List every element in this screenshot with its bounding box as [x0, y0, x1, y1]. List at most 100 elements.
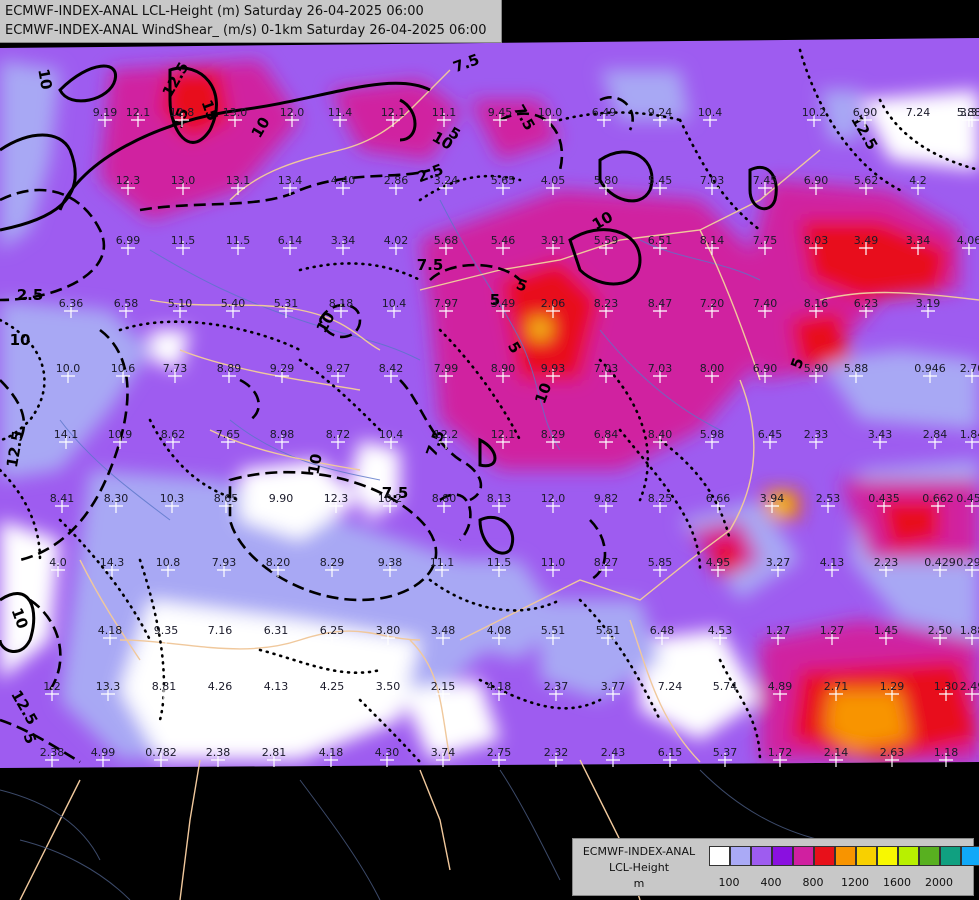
- station-marker: [492, 563, 506, 577]
- station-value: 10.3: [160, 492, 185, 505]
- station-marker: [492, 753, 506, 767]
- station-value: 3.43: [868, 428, 893, 441]
- station-marker: [165, 499, 179, 513]
- contour-label: 7.5: [417, 256, 444, 274]
- station-marker: [55, 499, 69, 513]
- station-marker: [773, 687, 787, 701]
- station-value: 4.0: [49, 556, 67, 569]
- station-marker: [705, 241, 719, 255]
- legend-variable-name: LCL-Height: [608, 861, 670, 874]
- station-value: 8.03: [804, 234, 829, 247]
- station-value: 3.27: [766, 556, 791, 569]
- station-value: 2.63: [880, 746, 905, 759]
- station-marker: [546, 304, 560, 318]
- station-value: 7.03: [594, 362, 619, 375]
- station-marker: [933, 631, 947, 645]
- station-value: 7.45: [753, 174, 778, 187]
- station-value: 4.25: [320, 680, 345, 693]
- station-value: 9.93: [541, 362, 566, 375]
- shear-contours-dashed: [0, 96, 634, 764]
- station-value: 5.88: [957, 106, 979, 119]
- station-marker: [773, 753, 787, 767]
- station-marker: [763, 435, 777, 449]
- station-marker: [807, 113, 821, 127]
- station-value: 7.20: [700, 297, 725, 310]
- station-marker: [285, 113, 299, 127]
- station-marker: [765, 499, 779, 513]
- legend-swatch: [730, 846, 751, 866]
- station-marker: [718, 687, 732, 701]
- station-value: 4.13: [264, 680, 289, 693]
- station-value: 14.1: [54, 428, 79, 441]
- contour-label: 5: [490, 291, 500, 309]
- station-value: 2.70: [960, 362, 979, 375]
- station-value: 8.13: [487, 492, 512, 505]
- station-marker: [713, 631, 727, 645]
- station-value: 7.75: [753, 234, 778, 247]
- legend-tick-label: 1600: [883, 876, 911, 889]
- legend-tick-label: 800: [802, 876, 824, 889]
- station-value: 13.0: [171, 174, 196, 187]
- station-marker: [275, 369, 289, 383]
- station-value: 6.48: [650, 624, 675, 637]
- legend-swatch: [961, 846, 979, 866]
- station-value: 9.38: [378, 556, 403, 569]
- station-marker: [939, 687, 953, 701]
- station-marker: [931, 499, 945, 513]
- station-value: 3.91: [541, 234, 566, 247]
- station-value: 5.74: [713, 680, 738, 693]
- station-value: 1.88: [960, 624, 979, 637]
- station-value: 2.38: [206, 746, 231, 759]
- station-marker: [98, 113, 112, 127]
- outside-borders: [0, 769, 821, 900]
- station-value: 8.41: [50, 492, 75, 505]
- station-value: 5.90: [804, 362, 829, 375]
- station-value: 12.8: [170, 106, 195, 119]
- station-value: 5.80: [594, 174, 619, 187]
- station-marker: [933, 563, 947, 577]
- station-value: 0.459: [956, 492, 979, 505]
- station-marker: [105, 563, 119, 577]
- station-value: 3.34: [331, 234, 356, 247]
- station-marker: [911, 241, 925, 255]
- station-marker: [858, 113, 872, 127]
- station-value: 3.74: [431, 746, 456, 759]
- station-marker: [821, 499, 835, 513]
- station-marker: [965, 499, 979, 513]
- station-marker: [829, 753, 843, 767]
- station-marker: [439, 435, 453, 449]
- station-marker: [213, 687, 227, 701]
- title-line-2: ECMWF-INDEX-ANAL WindShear_ (m/s) 0-1km …: [5, 23, 487, 38]
- legend-swatch: [940, 846, 961, 866]
- station-marker: [383, 499, 397, 513]
- station-value: 8.30: [104, 492, 129, 505]
- station-marker: [873, 435, 887, 449]
- station-marker: [758, 181, 772, 195]
- station-marker: [809, 241, 823, 255]
- station-value: 0.782: [145, 746, 177, 759]
- station-value: 2.84: [923, 428, 948, 441]
- legend-tick-label: 1200: [841, 876, 869, 889]
- station-value: 2.33: [804, 428, 829, 441]
- station-marker: [859, 181, 873, 195]
- station-marker: [64, 304, 78, 318]
- station-marker: [436, 631, 450, 645]
- station-value: 6.25: [320, 624, 345, 637]
- station-marker: [923, 369, 937, 383]
- station-marker: [331, 435, 345, 449]
- station-value: 9.90: [269, 492, 294, 505]
- station-marker: [380, 753, 394, 767]
- station-marker: [705, 181, 719, 195]
- station-value: 8.00: [700, 362, 725, 375]
- station-marker: [771, 631, 785, 645]
- station-value: 13.0: [223, 106, 248, 119]
- station-value: 12.0: [280, 106, 305, 119]
- station-value: 5.68: [434, 234, 459, 247]
- station-value: 11.5: [487, 556, 512, 569]
- station-markers: 9.19 12.1 12.8 13.0 12.0 11.4 12.1 11.1 9.45 10.0…: [40, 106, 979, 767]
- station-marker: [758, 241, 772, 255]
- station-value: 3.48: [431, 624, 456, 637]
- station-marker: [121, 181, 135, 195]
- station-marker: [859, 241, 873, 255]
